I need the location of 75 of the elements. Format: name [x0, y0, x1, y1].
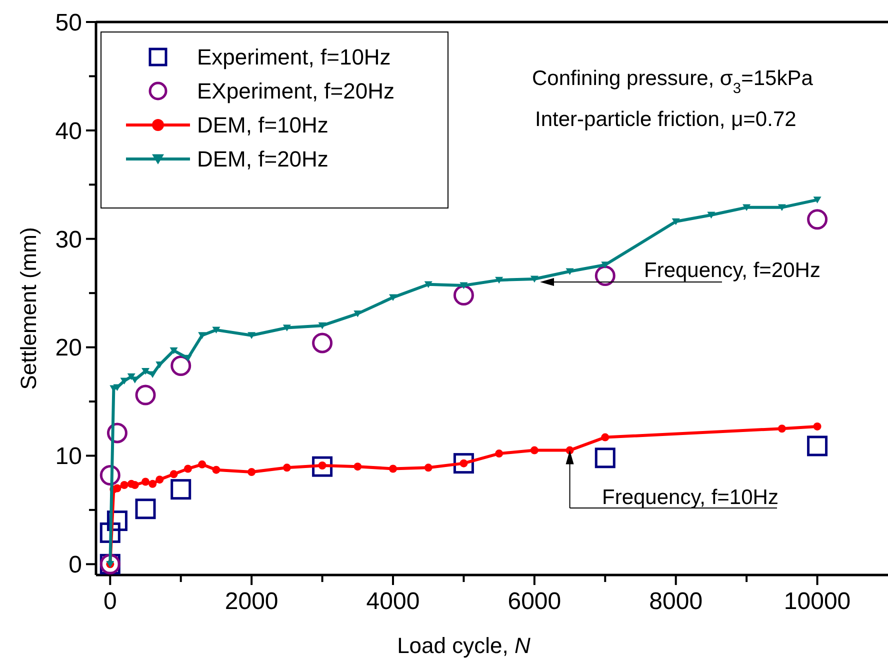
point [142, 368, 150, 375]
point [672, 218, 680, 226]
point [813, 196, 822, 204]
point [184, 464, 192, 473]
y-tick-label: 40 [55, 118, 82, 145]
y-tick-label: 0 [68, 552, 82, 579]
point [248, 468, 256, 476]
point [807, 436, 828, 456]
point [184, 354, 192, 362]
point [495, 450, 504, 458]
legend-label: DEM, f=20Hz [197, 146, 328, 172]
point [148, 371, 157, 378]
point [453, 453, 474, 474]
point [130, 481, 139, 489]
y-tick-label: 20 [55, 334, 82, 362]
x-tick-label: 0 [103, 588, 117, 615]
point [170, 479, 192, 500]
point [778, 204, 786, 212]
x-tick-label: 6000 [508, 588, 562, 615]
point [424, 464, 432, 472]
point [135, 384, 156, 406]
point [530, 446, 538, 454]
point [354, 462, 362, 471]
point [312, 332, 333, 354]
annotation: Inter-particle friction, μ=0.72 [535, 108, 796, 131]
point [282, 464, 291, 472]
point [170, 355, 192, 376]
point [156, 476, 164, 484]
point [170, 347, 178, 354]
point [282, 324, 291, 332]
point [594, 265, 616, 286]
point [389, 464, 397, 473]
y-axis-title: Settlement (mm) [16, 227, 41, 390]
x-axis-title: Load cycle, N [397, 633, 530, 658]
point [460, 282, 468, 290]
x-tick-label: 2000 [224, 588, 278, 615]
point [120, 481, 128, 489]
point [495, 276, 504, 284]
point [142, 478, 150, 486]
point [198, 332, 206, 339]
legend-label: DEM, f=10Hz [197, 112, 328, 138]
point [135, 498, 156, 520]
point [566, 268, 574, 275]
point [807, 209, 828, 230]
point [707, 212, 716, 219]
point [318, 322, 326, 330]
point [813, 422, 822, 430]
point [170, 470, 178, 478]
x-tick-label: 8000 [649, 588, 703, 615]
y-tick-label: 50 [55, 9, 82, 36]
point [198, 460, 206, 468]
point [354, 310, 362, 318]
point [212, 466, 220, 474]
point [113, 484, 122, 492]
point [453, 284, 474, 306]
point [594, 448, 616, 468]
point [212, 326, 220, 334]
point [424, 281, 432, 288]
point [778, 424, 786, 433]
point [530, 276, 538, 283]
point [148, 480, 157, 488]
point [312, 456, 333, 477]
x-tick-label: 4000 [366, 588, 420, 615]
annotation: Frequency, f=20Hz [644, 259, 820, 282]
y-tick-label: 30 [55, 226, 82, 254]
legend-label: EXperiment, f=20Hz [197, 78, 394, 104]
point [742, 204, 751, 212]
point [248, 332, 256, 339]
y-tick-label: 10 [55, 443, 82, 470]
point [601, 433, 610, 442]
point [389, 294, 397, 302]
annotation: Frequency, f=10Hz [602, 486, 778, 509]
x-tick-label: 10000 [784, 588, 851, 615]
legend-label: Experiment, f=10Hz [197, 44, 391, 70]
annotation: Confining pressure, σ$_{3}$=15kPa [532, 67, 814, 97]
